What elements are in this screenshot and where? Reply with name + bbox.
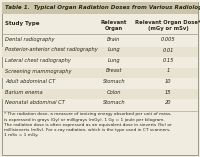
Text: 0.01: 0.01 <box>162 48 174 52</box>
Text: Posterior-anterior chest radiography: Posterior-anterior chest radiography <box>5 48 98 52</box>
Text: 0.15: 0.15 <box>162 58 174 63</box>
Text: Table 1.  Typical Organ Radiation Doses from Various Radiologic Studies.: Table 1. Typical Organ Radiation Doses f… <box>5 5 200 11</box>
Text: Lung: Lung <box>108 58 120 63</box>
Text: Stomach: Stomach <box>103 100 125 105</box>
Text: Dental radiography: Dental radiography <box>5 37 54 42</box>
Text: Lateral chest radiography: Lateral chest radiography <box>5 58 71 63</box>
Text: 15: 15 <box>165 89 171 95</box>
Text: Stomach: Stomach <box>103 79 125 84</box>
Bar <box>2 89 198 99</box>
Text: 20: 20 <box>165 100 171 105</box>
Text: Colon: Colon <box>107 89 121 95</box>
Bar <box>2 68 198 78</box>
Text: Lung: Lung <box>108 48 120 52</box>
Text: 0.005: 0.005 <box>161 37 175 42</box>
Bar <box>2 2 198 14</box>
Text: Adult abdominal CT: Adult abdominal CT <box>5 79 55 84</box>
Text: 10: 10 <box>165 79 171 84</box>
Text: Breast: Breast <box>106 68 122 73</box>
Text: 1: 1 <box>166 68 170 73</box>
Text: Study Type: Study Type <box>5 21 40 26</box>
Text: Brain: Brain <box>107 37 121 42</box>
Text: Screening mammography: Screening mammography <box>5 68 72 73</box>
Text: Relevant Organ Dose*
(mGy or mSv): Relevant Organ Dose* (mGy or mSv) <box>135 20 200 31</box>
Text: Relevant
Organ: Relevant Organ <box>101 20 127 31</box>
Bar <box>2 46 198 57</box>
Text: Neonatal abdominal CT: Neonatal abdominal CT <box>5 100 65 105</box>
Text: Barium enema: Barium enema <box>5 89 43 95</box>
Text: * The radiation dose, a measure of ionizing energy absorbed per unit of mass,
is: * The radiation dose, a measure of ioniz… <box>4 113 172 137</box>
